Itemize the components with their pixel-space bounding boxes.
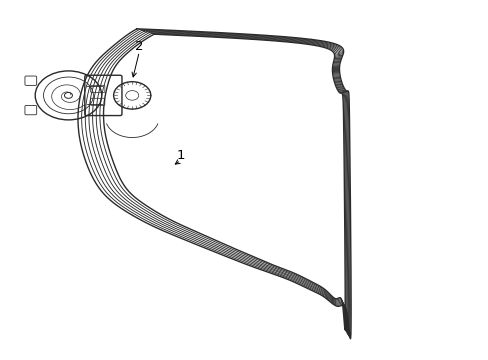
Circle shape [64,93,72,98]
Text: 1: 1 [176,149,185,162]
Text: 2: 2 [135,40,143,53]
